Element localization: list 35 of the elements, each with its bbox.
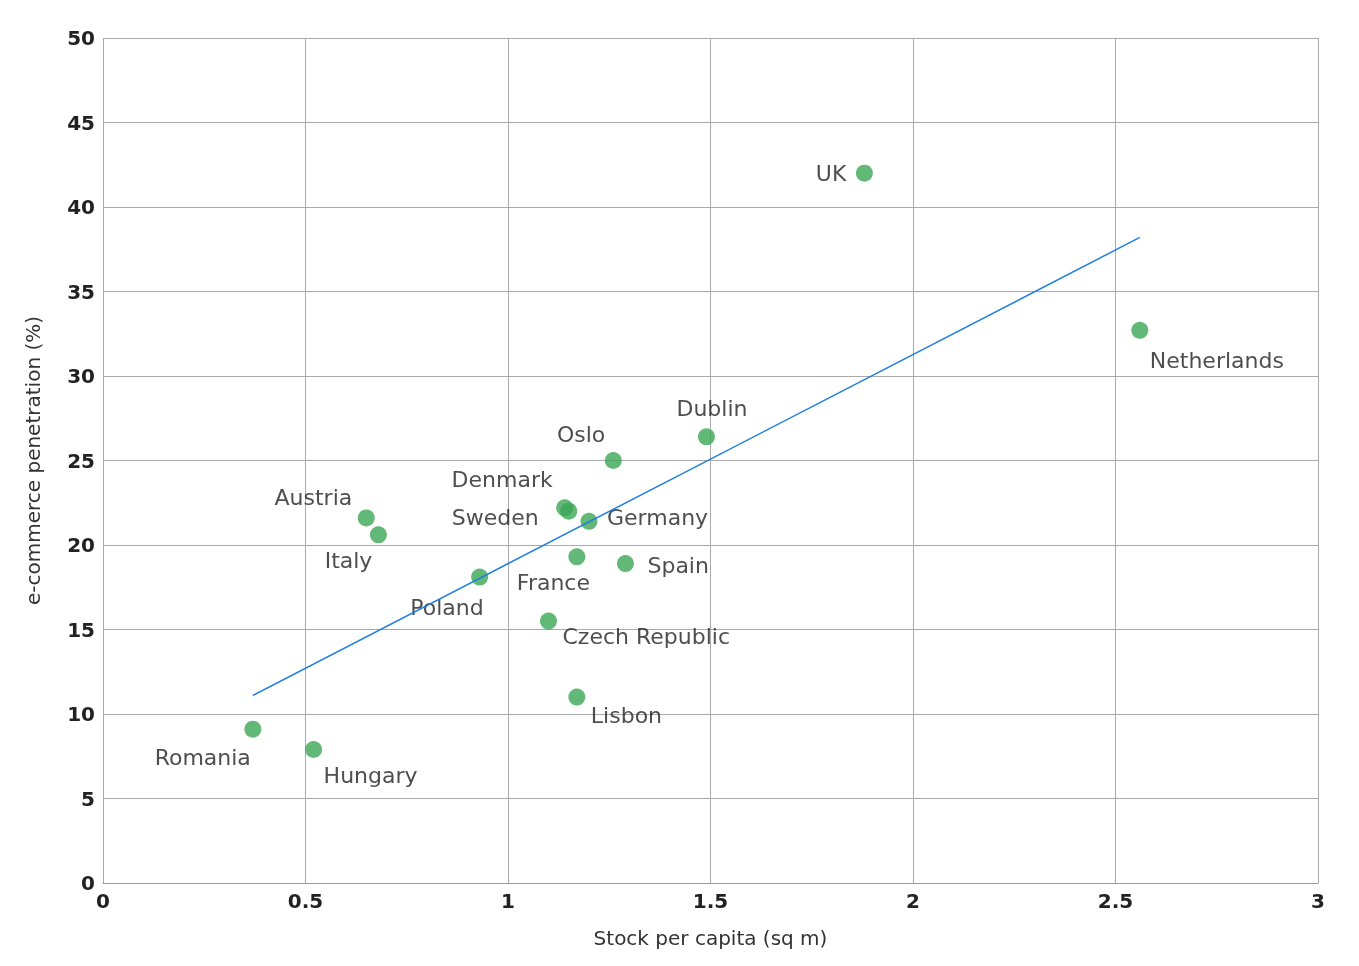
y-tick-label: 30 bbox=[67, 364, 95, 388]
x-tick-label: 0 bbox=[96, 889, 110, 913]
x-tick-label: 2 bbox=[906, 889, 920, 913]
annotation: Italy bbox=[324, 548, 373, 574]
y-axis-title: e-commerce penetration (%) bbox=[21, 315, 45, 606]
annotation: Denmark bbox=[451, 467, 553, 493]
x-axis-title: Stock per capita (sq m) bbox=[593, 926, 828, 950]
y-tick-label: 15 bbox=[67, 617, 95, 642]
annotation: Sweden bbox=[451, 504, 539, 530]
y-tick-label: 25 bbox=[67, 448, 95, 473]
x-tick-label: 0.5 bbox=[287, 889, 324, 913]
annotation: France bbox=[516, 570, 591, 596]
annotation: Czech Republic bbox=[562, 623, 731, 649]
x-tick-label: 2.5 bbox=[1097, 889, 1134, 913]
annotation: Germany bbox=[607, 504, 709, 530]
annotation: Netherlands bbox=[1149, 347, 1284, 373]
x-tick-label: 1.5 bbox=[692, 889, 729, 913]
annotation: Lisbon bbox=[590, 702, 663, 728]
y-tick-label: 35 bbox=[67, 279, 95, 304]
annotation: Hungary bbox=[323, 762, 418, 788]
annotation: Oslo bbox=[556, 422, 606, 447]
y-tick-label: 20 bbox=[67, 533, 95, 557]
x-tick-label: 1 bbox=[501, 889, 515, 913]
y-tick-label: 5 bbox=[81, 786, 95, 811]
y-tick-label: 10 bbox=[67, 702, 95, 726]
annotation: Austria bbox=[274, 485, 353, 511]
y-tick-label: 50 bbox=[67, 26, 95, 50]
x-tick-label: 3 bbox=[1311, 889, 1325, 913]
annotation: Dublin bbox=[676, 396, 748, 422]
annotation: UK bbox=[815, 160, 847, 186]
y-tick-label: 40 bbox=[67, 195, 95, 219]
annotation: Romania bbox=[154, 744, 251, 770]
annotation: Spain bbox=[647, 553, 709, 579]
y-tick-label: 45 bbox=[67, 110, 95, 135]
y-tick-label: 0 bbox=[81, 871, 95, 895]
